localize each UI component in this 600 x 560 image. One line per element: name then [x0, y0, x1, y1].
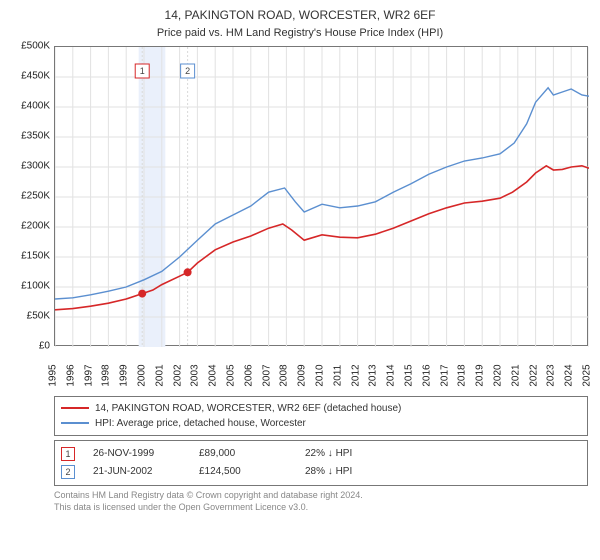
- y-tick-label: £450K: [21, 70, 50, 81]
- marker-date: 21-JUN-2002: [93, 463, 181, 481]
- x-tick-label: 2021: [510, 364, 521, 386]
- y-tick-label: £400K: [21, 100, 50, 111]
- chart-container: 14, PAKINGTON ROAD, WORCESTER, WR2 6EF P…: [0, 0, 600, 560]
- x-tick-label: 2008: [279, 364, 290, 386]
- y-tick-label: £200K: [21, 220, 50, 231]
- plot-area: 12: [54, 46, 588, 346]
- x-tick-label: 2001: [154, 364, 165, 386]
- x-tick-label: 2017: [439, 364, 450, 386]
- x-tick-label: 2022: [528, 364, 539, 386]
- marker-table: 1 26-NOV-1999 £89,000 22% ↓ HPI 2 21-JUN-2002…: [54, 440, 588, 486]
- y-tick-label: £100K: [21, 280, 50, 291]
- legend-row: HPI: Average price, detached house, Worc…: [61, 416, 581, 431]
- x-tick-label: 2016: [421, 364, 432, 386]
- x-tick-label: 2013: [368, 364, 379, 386]
- marker-row: 2 21-JUN-2002 £124,500 28% ↓ HPI: [61, 463, 581, 481]
- marker-delta: 28% ↓ HPI: [305, 463, 393, 481]
- svg-text:2: 2: [185, 66, 190, 76]
- legend-swatch: [61, 407, 89, 409]
- x-tick-label: 2004: [208, 364, 219, 386]
- x-tick-label: 2000: [137, 364, 148, 386]
- y-tick-label: £0: [39, 340, 50, 351]
- attribution-line: This data is licensed under the Open Gov…: [54, 502, 588, 514]
- y-tick-label: £350K: [21, 130, 50, 141]
- marker-badge: 2: [61, 465, 75, 479]
- y-tick-label: £50K: [27, 310, 50, 321]
- attribution-line: Contains HM Land Registry data © Crown c…: [54, 490, 588, 502]
- marker-price: £89,000: [199, 445, 287, 463]
- marker-row: 1 26-NOV-1999 £89,000 22% ↓ HPI: [61, 445, 581, 463]
- x-tick-label: 2023: [546, 364, 557, 386]
- x-tick-label: 2005: [226, 364, 237, 386]
- x-tick-label: 1998: [101, 364, 112, 386]
- marker-delta: 22% ↓ HPI: [305, 445, 393, 463]
- chart-subtitle: Price paid vs. HM Land Registry's House …: [12, 26, 588, 40]
- attribution: Contains HM Land Registry data © Crown c…: [54, 490, 588, 513]
- x-tick-label: 2006: [243, 364, 254, 386]
- x-tick-label: 2010: [315, 364, 326, 386]
- legend-label: HPI: Average price, detached house, Worc…: [95, 416, 306, 431]
- x-tick-label: 2014: [386, 364, 397, 386]
- x-tick-label: 2015: [404, 364, 415, 386]
- y-tick-label: £300K: [21, 160, 50, 171]
- x-tick-label: 2003: [190, 364, 201, 386]
- x-tick-label: 1997: [83, 364, 94, 386]
- marker-badge: 1: [61, 447, 75, 461]
- y-axis-labels: £0£50K£100K£150K£200K£250K£300K£350K£400…: [12, 46, 54, 346]
- chart-title: 14, PAKINGTON ROAD, WORCESTER, WR2 6EF: [12, 8, 588, 24]
- plot-wrapper: £0 £50K £100K £150K £200K £250K £300K £350K £400…: [12, 46, 588, 396]
- y-tick-label: £250K: [21, 190, 50, 201]
- x-tick-label: 2025: [582, 364, 593, 386]
- x-tick-label: 2009: [297, 364, 308, 386]
- x-axis-labels: 1995199619971998199920002001200220032004…: [54, 348, 588, 396]
- x-tick-label: 2011: [332, 365, 343, 387]
- x-tick-label: 2024: [564, 364, 575, 386]
- y-tick-label: £500K: [21, 40, 50, 51]
- marker-price: £124,500: [199, 463, 287, 481]
- x-tick-label: 2018: [457, 364, 468, 386]
- x-tick-label: 2002: [172, 364, 183, 386]
- legend-box: 14, PAKINGTON ROAD, WORCESTER, WR2 6EF (…: [54, 396, 588, 436]
- svg-text:1: 1: [140, 66, 145, 76]
- x-tick-label: 2007: [261, 364, 272, 386]
- legend-label: 14, PAKINGTON ROAD, WORCESTER, WR2 6EF (…: [95, 401, 401, 416]
- x-tick-label: 2019: [475, 364, 486, 386]
- x-tick-label: 1999: [119, 364, 130, 386]
- legend-swatch: [61, 422, 89, 424]
- legend-row: 14, PAKINGTON ROAD, WORCESTER, WR2 6EF (…: [61, 401, 581, 416]
- x-tick-label: 1996: [65, 364, 76, 386]
- marker-date: 26-NOV-1999: [93, 445, 181, 463]
- y-tick-label: £150K: [21, 250, 50, 261]
- x-tick-label: 2020: [493, 364, 504, 386]
- plot-svg: 12: [55, 47, 589, 347]
- x-tick-label: 2012: [350, 364, 361, 386]
- x-tick-label: 1995: [48, 364, 59, 386]
